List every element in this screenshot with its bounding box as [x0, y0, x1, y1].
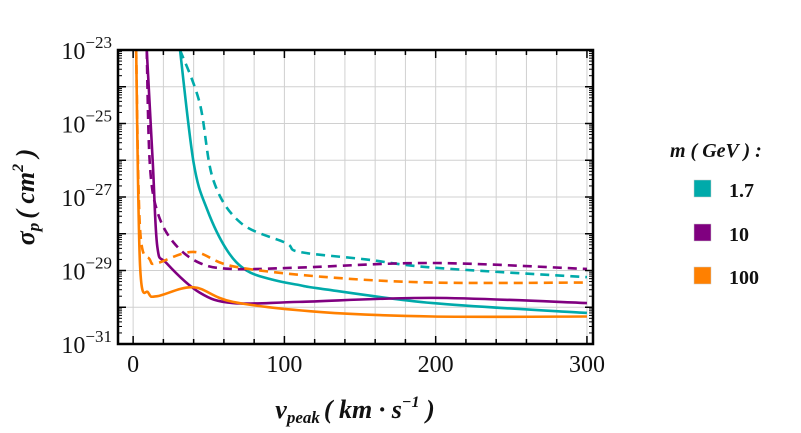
- y-tick-label: 10−23: [61, 33, 112, 65]
- series-line-m100-solid: [134, 50, 587, 319]
- y-axis-unit-exponent: 2: [10, 164, 27, 173]
- y-tick-label: 10−31: [61, 327, 112, 359]
- x-tick-label: 300: [569, 352, 605, 378]
- x-tick-label: 100: [266, 352, 302, 378]
- legend-label-10: 10: [729, 224, 749, 246]
- x-tick-labels: 0 100 200 300: [127, 352, 605, 378]
- x-axis-unit-close: ): [420, 395, 435, 424]
- y-tick-labels: 10−23 10−25 10−27 10−29 10−31: [61, 33, 112, 359]
- legend-label-1-7: 1.7: [729, 180, 754, 202]
- legend-label-100: 100: [729, 267, 759, 289]
- legend-swatch-1-7: [693, 179, 712, 198]
- x-axis-unit: ( km · s: [324, 395, 402, 424]
- y-axis-label: σp ( cm2 ): [10, 149, 43, 246]
- series-line-m10-dashed: [145, 50, 587, 271]
- legend-swatch-10: [693, 223, 712, 242]
- y-axis-symbol: σ: [11, 230, 40, 245]
- y-tick-label: 10−27: [61, 180, 112, 212]
- series-lines: [134, 50, 588, 319]
- series-line-m10-solid: [145, 50, 587, 305]
- ticks: [118, 49, 593, 345]
- y-axis-subscript: p: [24, 223, 43, 234]
- y-axis-unit-close: ): [11, 149, 40, 164]
- y-tick-label: 10−25: [61, 107, 112, 139]
- legend-swatch-100: [693, 266, 712, 285]
- x-tick-label: 0: [127, 352, 139, 378]
- legend: m ( GeV ) : 1.7 10 100: [670, 140, 762, 289]
- x-tick-label: 200: [418, 352, 454, 378]
- y-axis-unit: ( cm: [11, 172, 40, 219]
- x-axis-unit-exponent: −1: [402, 394, 420, 411]
- series-line-m100-dashed: [134, 50, 587, 285]
- x-axis-symbol: v: [275, 395, 287, 424]
- x-axis-subscript: peak: [285, 408, 321, 427]
- legend-title: m ( GeV ) :: [670, 140, 762, 162]
- x-axis-label: vpeak( km · s−1 ): [275, 394, 434, 427]
- series-line-m1-7-dashed: [178, 50, 588, 279]
- series-line-m1-7-solid: [178, 50, 588, 315]
- y-tick-label: 10−29: [61, 254, 112, 286]
